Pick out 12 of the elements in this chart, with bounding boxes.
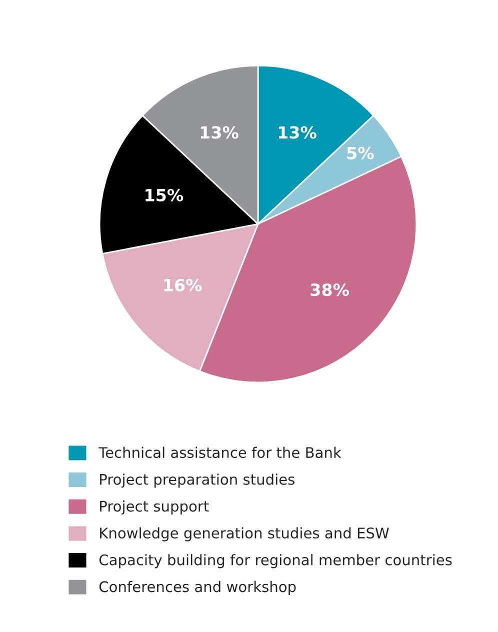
data-label: 15% (146, 188, 184, 202)
legend-label: Knowledge generation studies and ESW (100, 527, 389, 542)
data-label: 13% (278, 126, 316, 139)
data-label: 13% (200, 126, 238, 139)
legend-label: Capacity building for regional member countries (99, 554, 452, 568)
data-label: 16% (164, 278, 202, 292)
legend-label: Project preparation studies (100, 474, 294, 488)
data-label: 5% (347, 146, 374, 160)
data-label: 38% (310, 283, 350, 296)
legend-label: Project support (100, 500, 209, 515)
legend-label: Conferences and workshop (99, 580, 296, 596)
legend-label: Technical assistance for the Bank (98, 446, 342, 458)
